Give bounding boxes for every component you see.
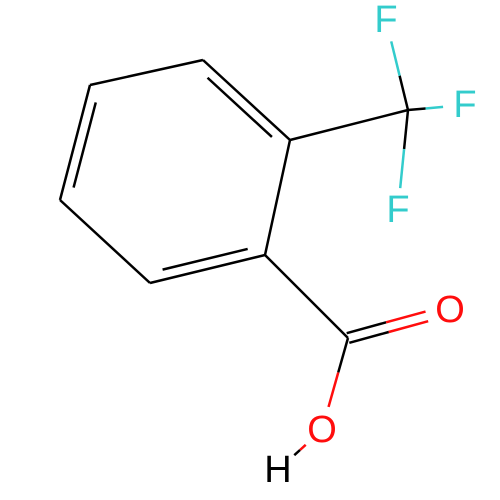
bond-line	[408, 108, 426, 110]
bond-line	[391, 41, 399, 75]
atom-label-f: F	[453, 84, 476, 126]
bond-line	[347, 322, 386, 333]
bond-line	[203, 60, 290, 140]
bond-line	[300, 445, 306, 450]
bond-line	[290, 110, 408, 140]
bond-line	[60, 200, 150, 283]
bond-line	[404, 110, 408, 149]
bond-line	[426, 107, 444, 109]
bond-line	[74, 102, 96, 187]
bond-line	[400, 76, 408, 110]
atom-label-h: H	[264, 449, 291, 491]
bond-line	[329, 372, 339, 406]
atom-label-f: F	[374, 0, 397, 41]
bond-line	[386, 312, 425, 323]
atom-label-o: O	[307, 409, 337, 451]
bond-line	[294, 450, 300, 455]
atom-label-f: F	[386, 189, 409, 231]
bond-line	[338, 338, 348, 372]
bond-line	[163, 249, 248, 270]
bond-line	[265, 140, 290, 255]
bond-line	[400, 149, 404, 188]
atom-label-o: O	[435, 289, 465, 331]
bond-line	[265, 255, 348, 338]
bond-line	[389, 321, 428, 332]
bond-line	[349, 332, 388, 343]
bond-line	[90, 60, 203, 85]
molecule-diagram: FFFOOH	[0, 0, 500, 500]
bond-line	[208, 78, 272, 137]
